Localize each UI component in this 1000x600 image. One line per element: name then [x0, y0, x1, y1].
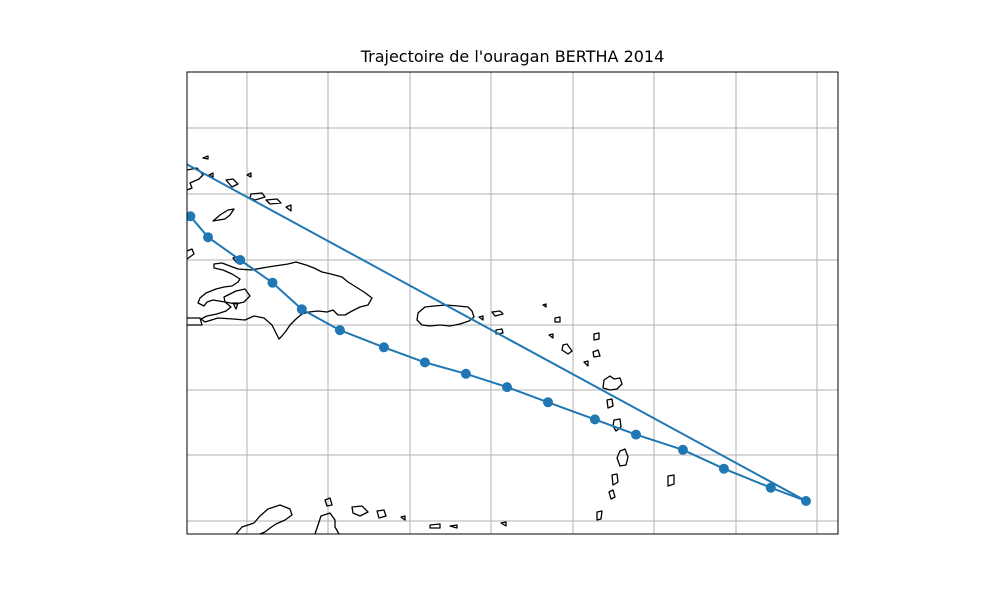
coastline-island: [351, 505, 369, 517]
coastline-island: [225, 178, 239, 188]
coastline-island: [596, 510, 603, 521]
coastline-island: [667, 474, 675, 487]
track-point: [765, 482, 776, 493]
plot-frame: [186, 71, 839, 535]
coastline-island: [542, 303, 547, 308]
coastline-island: [187, 317, 203, 326]
coastline-south-america: [314, 512, 340, 534]
track-point: [502, 382, 512, 393]
coastline-island: [500, 521, 507, 527]
track-point: [235, 255, 246, 265]
coastline-island: [554, 316, 561, 323]
coastline-south-america: [235, 504, 293, 534]
track-point: [419, 357, 430, 368]
coastline-island: [324, 497, 333, 507]
track-point: [718, 463, 729, 474]
hurricane-track: [187, 163, 807, 502]
coastline-island: [491, 310, 504, 317]
coastline-island: [223, 288, 251, 305]
track-point: [80, 111, 90, 121]
track-point: [589, 414, 600, 425]
track-point: [677, 444, 688, 455]
gridlines: [187, 72, 838, 534]
track-point: [68, 97, 78, 107]
coastline-island: [593, 332, 600, 341]
track-point: [460, 368, 471, 379]
hurricane-track-points: [68, 97, 811, 506]
coastline-island: [249, 192, 266, 201]
coastline-island: [187, 248, 195, 260]
coastline-island: [606, 398, 614, 409]
coastline-island: [561, 343, 573, 355]
coastline-island: [285, 204, 292, 212]
coastline-martinique: [616, 448, 629, 467]
coastline-island: [478, 315, 484, 321]
coastline-island: [232, 302, 239, 310]
track-point: [267, 277, 278, 288]
track-point: [378, 342, 389, 353]
coastline-island: [208, 172, 214, 178]
track-point: [801, 496, 811, 506]
track-point: [156, 190, 166, 200]
track-point: [187, 211, 196, 222]
coastline-island: [246, 172, 252, 178]
coastline-island: [212, 208, 235, 222]
track-point: [130, 164, 140, 174]
track-point: [334, 325, 345, 336]
coastline-island: [187, 167, 204, 191]
track-point: [92, 128, 102, 138]
chart-title: Trajectoire de l'ouragan BERTHA 2014: [360, 47, 665, 66]
coastline-guadeloupe: [602, 375, 623, 391]
track-point: [203, 232, 213, 243]
coastline-st-lucia: [611, 473, 619, 486]
track-point: [631, 429, 641, 440]
coastlines: [187, 155, 675, 534]
coastline-island: [449, 524, 458, 529]
coastline-island: [400, 515, 406, 521]
coastline-island: [265, 198, 282, 205]
coastline-island: [592, 349, 601, 358]
coastline-island: [202, 155, 209, 160]
coastline-hispaniola: [197, 261, 373, 340]
track-line: [187, 163, 807, 502]
coastline-island: [548, 333, 554, 339]
track-point: [543, 397, 553, 408]
track-point: [109, 149, 119, 159]
track-point: [139, 171, 149, 181]
coastline-island: [583, 360, 589, 367]
coastline-island: [376, 509, 387, 519]
track-point: [296, 304, 307, 315]
coastline-st-vincent: [608, 489, 616, 500]
coastline-island: [429, 523, 441, 529]
